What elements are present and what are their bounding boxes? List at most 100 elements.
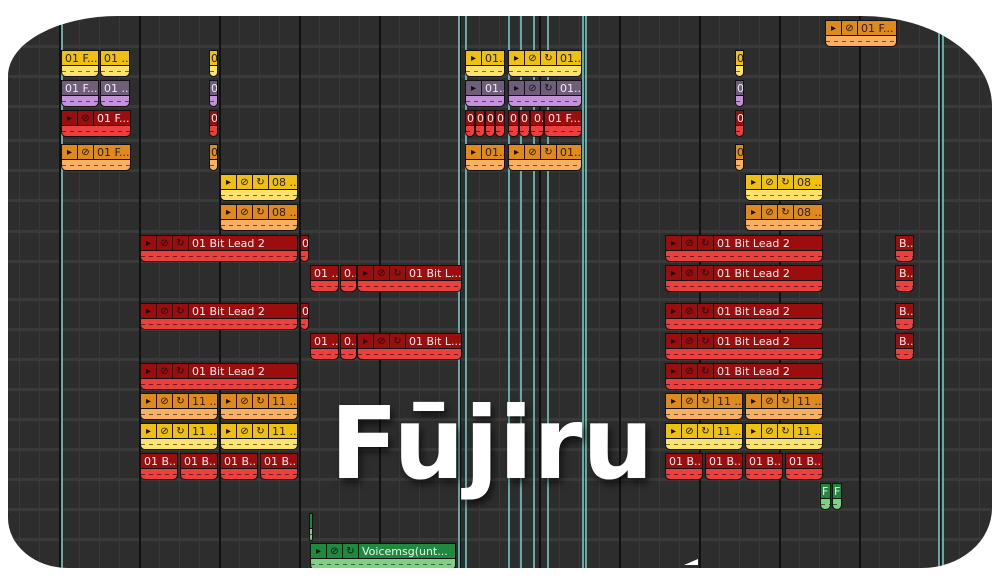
pattern-clip[interactable]: B... [895, 303, 914, 330]
mute-icon[interactable]: ⊘ [237, 394, 253, 408]
play-icon[interactable]: ▸ [221, 205, 237, 219]
pattern-clip[interactable]: ▸⊘↻11 ... [220, 423, 298, 450]
pattern-clip[interactable]: 0 [209, 110, 218, 137]
clock-plus-icon[interactable]: ↻ [698, 424, 714, 438]
mute-icon[interactable]: ⊘ [525, 145, 541, 159]
clock-plus-icon[interactable]: ↻ [253, 394, 269, 408]
pattern-clip[interactable]: 0... [340, 333, 357, 360]
clock-plus-icon[interactable]: ↻ [541, 145, 557, 159]
pattern-clip[interactable]: 01 B... [140, 453, 178, 480]
clock-plus-icon[interactable]: ↻ [343, 544, 359, 558]
pattern-clip[interactable]: ▸ ⊘ ↻ 01 Bit Lead 2 [140, 363, 298, 390]
play-icon[interactable]: ▸ [666, 364, 682, 378]
pattern-clip[interactable]: 01 B... [180, 453, 218, 480]
clock-plus-icon[interactable]: ↻ [253, 205, 269, 219]
play-icon[interactable]: ▸ [62, 111, 78, 125]
pattern-clip[interactable]: ▸⊘↻11 ... [665, 393, 743, 420]
mute-icon[interactable]: ⊘ [682, 236, 698, 250]
clock-plus-icon[interactable]: ↻ [390, 266, 406, 280]
time-marker-line[interactable] [458, 16, 460, 568]
play-icon[interactable]: ▸ [746, 394, 762, 408]
pattern-clip[interactable]: ▸ ⊘ ↻ 01 Bit L... [357, 265, 462, 292]
clock-plus-icon[interactable]: ↻ [778, 205, 794, 219]
pattern-clip[interactable]: 0 [495, 110, 505, 137]
pattern-clip[interactable]: ▸ ⊘ 01 F... [61, 144, 131, 171]
clock-plus-icon[interactable]: ↻ [541, 51, 557, 65]
mute-icon[interactable]: ⊘ [374, 266, 390, 280]
pattern-clip[interactable]: B... [895, 235, 914, 262]
time-marker-line[interactable] [547, 16, 549, 568]
time-marker-line[interactable] [61, 16, 63, 568]
time-marker-line[interactable] [465, 16, 467, 568]
pattern-clip[interactable]: 0. [530, 110, 544, 137]
clock-plus-icon[interactable]: ↻ [173, 394, 189, 408]
pattern-clip[interactable]: 0 [735, 50, 744, 77]
pattern-clip[interactable]: 01 B... [705, 453, 743, 480]
pattern-clip[interactable]: 01 B... [220, 453, 258, 480]
mute-icon[interactable]: ⊘ [157, 424, 173, 438]
mute-icon[interactable]: ⊘ [237, 175, 253, 189]
mute-icon[interactable]: ⊘ [78, 111, 94, 125]
clock-plus-icon[interactable]: ↻ [173, 236, 189, 250]
mute-icon[interactable]: ⊘ [682, 364, 698, 378]
play-icon[interactable]: ▸ [666, 304, 682, 318]
pattern-clip[interactable]: ▸⊘↻11 ... [220, 393, 298, 420]
clock-plus-icon[interactable]: ↻ [778, 175, 794, 189]
mute-icon[interactable]: ⊘ [842, 21, 858, 35]
play-icon[interactable]: ▸ [666, 394, 682, 408]
clock-plus-icon[interactable]: ↻ [698, 334, 714, 348]
pattern-clip[interactable]: 0 [209, 50, 218, 77]
play-icon[interactable]: ▸ [666, 266, 682, 280]
clock-plus-icon[interactable]: ↻ [698, 266, 714, 280]
clock-plus-icon[interactable]: ↻ [698, 364, 714, 378]
pattern-clip[interactable]: ▸⊘↻11 ... [745, 393, 823, 420]
play-icon[interactable]: ▸ [141, 364, 157, 378]
pattern-clip[interactable]: ▸ ⊘ ↻ 01 Bit Lead 2 [665, 333, 823, 360]
pattern-clip[interactable]: ▸01... [465, 50, 505, 77]
pattern-clip[interactable]: 0 [519, 110, 530, 137]
play-icon[interactable]: ▸ [746, 205, 762, 219]
pattern-clip[interactable]: 01 B... [260, 453, 298, 480]
time-marker-line[interactable] [585, 16, 587, 568]
pattern-clip[interactable]: ▸⊘↻01... [508, 144, 582, 171]
play-icon[interactable]: ▸ [221, 424, 237, 438]
time-marker-line[interactable] [533, 16, 535, 568]
pattern-clip[interactable]: ▸01... [465, 80, 505, 107]
pattern-clip[interactable]: 0 [465, 110, 475, 137]
pattern-clip[interactable]: ▸ ⊘ ↻ 01 Bit Lead 2 [665, 235, 823, 262]
clock-plus-icon[interactable]: ↻ [698, 236, 714, 250]
pattern-clip[interactable]: ▸ ⊘ ↻ 01 Bit Lead 2 [140, 235, 298, 262]
pattern-clip[interactable]: 01 F... [61, 50, 99, 77]
pattern-clip[interactable]: 01 B... [745, 453, 783, 480]
pattern-clip[interactable] [309, 513, 313, 541]
pattern-clip[interactable]: 0 [300, 303, 309, 330]
pattern-clip[interactable]: 0 [508, 110, 519, 137]
pattern-clip[interactable]: ▸ ⊘ ↻ Voicemsg(unt... [310, 543, 456, 568]
pattern-clip[interactable]: ▸ ⊘ 01 F... [825, 20, 897, 47]
clock-plus-icon[interactable]: ↻ [390, 334, 406, 348]
pattern-clip[interactable]: 0 [485, 110, 495, 137]
mute-icon[interactable]: ⊘ [762, 394, 778, 408]
play-icon[interactable]: ▸ [141, 424, 157, 438]
clock-plus-icon[interactable]: ↻ [173, 364, 189, 378]
clock-plus-icon[interactable]: ↻ [541, 81, 557, 95]
mute-icon[interactable]: ⊘ [525, 81, 541, 95]
mute-icon[interactable]: ⊘ [157, 364, 173, 378]
play-icon[interactable]: ▸ [466, 81, 482, 95]
mute-icon[interactable]: ⊘ [157, 236, 173, 250]
pattern-clip[interactable]: 0 [475, 110, 485, 137]
pattern-clip[interactable]: 01 B... [665, 453, 703, 480]
play-icon[interactable]: ▸ [826, 21, 842, 35]
pattern-clip[interactable]: ▸⊘↻01... [508, 80, 582, 107]
pattern-clip[interactable]: 01 ... [310, 333, 339, 360]
pattern-clip[interactable]: 01 ... [100, 50, 130, 77]
mute-icon[interactable]: ⊘ [682, 266, 698, 280]
mute-icon[interactable]: ⊘ [157, 304, 173, 318]
pattern-clip[interactable]: B... [895, 265, 914, 292]
play-icon[interactable]: ▸ [221, 394, 237, 408]
mute-icon[interactable]: ⊘ [237, 424, 253, 438]
pattern-clip[interactable]: ▸ ⊘ ↻ 01 Bit Lead 2 [665, 303, 823, 330]
pattern-clip[interactable]: ▸⊘↻01... [508, 50, 582, 77]
play-icon[interactable]: ▸ [141, 394, 157, 408]
play-icon[interactable]: ▸ [509, 81, 525, 95]
